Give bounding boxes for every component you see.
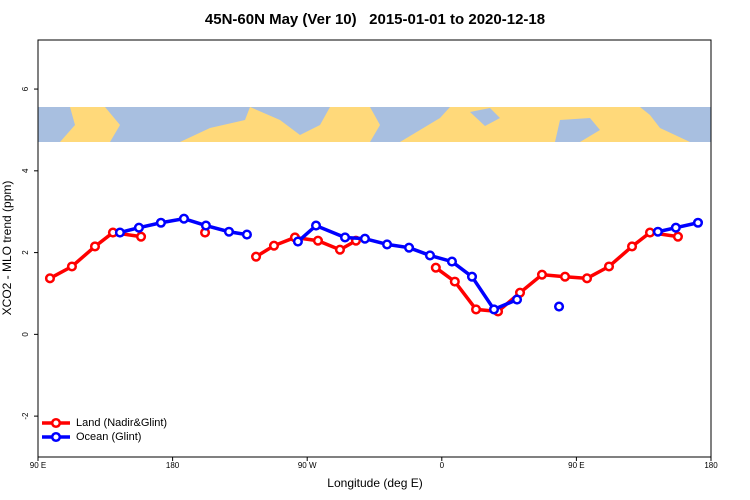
x-axis-label: Longitude (deg E) [327, 476, 422, 490]
map-ocean [555, 118, 600, 142]
point [89, 241, 101, 252]
point [241, 229, 252, 240]
plot-frame [37, 39, 712, 458]
map-ocean [470, 108, 500, 126]
point [581, 273, 593, 284]
x-tick-label: 0 [440, 461, 445, 470]
y-tick-label: 0 [21, 332, 30, 337]
point [536, 269, 548, 280]
point [446, 256, 458, 267]
x-tick-label: 180 [166, 461, 180, 470]
legend-label: Land (Nadir&Glint) [76, 417, 167, 429]
x-tick-label: 90 W [298, 461, 317, 470]
point [672, 231, 683, 242]
map-strip [38, 107, 711, 142]
map-ocean [38, 107, 75, 142]
point [178, 213, 190, 224]
point [466, 271, 478, 282]
point [114, 227, 126, 238]
point [554, 301, 565, 312]
point [223, 226, 235, 237]
legend-label: Ocean (Glint) [76, 431, 141, 443]
y-tick-label: 4 [21, 168, 30, 173]
line-segment [296, 223, 518, 312]
point [488, 304, 500, 315]
legend-marker [50, 431, 62, 443]
point [692, 217, 704, 228]
point [470, 304, 482, 315]
point [312, 235, 324, 246]
point [339, 232, 351, 243]
point [292, 236, 303, 247]
point [424, 250, 436, 261]
x-tick-label: 90 E [30, 461, 46, 470]
point [66, 261, 77, 272]
point [359, 233, 370, 244]
point [135, 231, 147, 242]
point [251, 251, 262, 262]
map-ocean [640, 107, 711, 142]
point [268, 240, 280, 251]
point [403, 242, 415, 253]
point [44, 273, 56, 284]
point [133, 222, 144, 233]
point [430, 262, 441, 273]
chart-title: 45N-60N May (Ver 10) 2015-01-01 to 2020-… [205, 11, 545, 28]
point [644, 227, 656, 238]
point [334, 244, 346, 255]
y-tick-label: 2 [21, 250, 30, 255]
y-tick-label: 6 [21, 86, 30, 91]
point [511, 294, 523, 305]
legend-marker [50, 417, 62, 429]
y-axis-label: XCO2 - MLO trend (ppm) [0, 181, 14, 316]
point [310, 220, 322, 231]
point [382, 239, 393, 250]
point [200, 220, 212, 231]
point [652, 226, 663, 237]
x-tick-label: 90 E [568, 461, 584, 470]
point [626, 241, 638, 252]
map-ocean [370, 107, 450, 142]
line-segment [49, 230, 142, 280]
y-tick-label: -2 [21, 412, 30, 420]
point [155, 217, 166, 228]
point [449, 276, 460, 287]
point [603, 261, 615, 272]
point [559, 271, 571, 282]
x-tick-label: 180 [704, 461, 718, 470]
map-ocean [250, 107, 330, 135]
point [670, 222, 681, 233]
map-ocean [105, 107, 250, 142]
